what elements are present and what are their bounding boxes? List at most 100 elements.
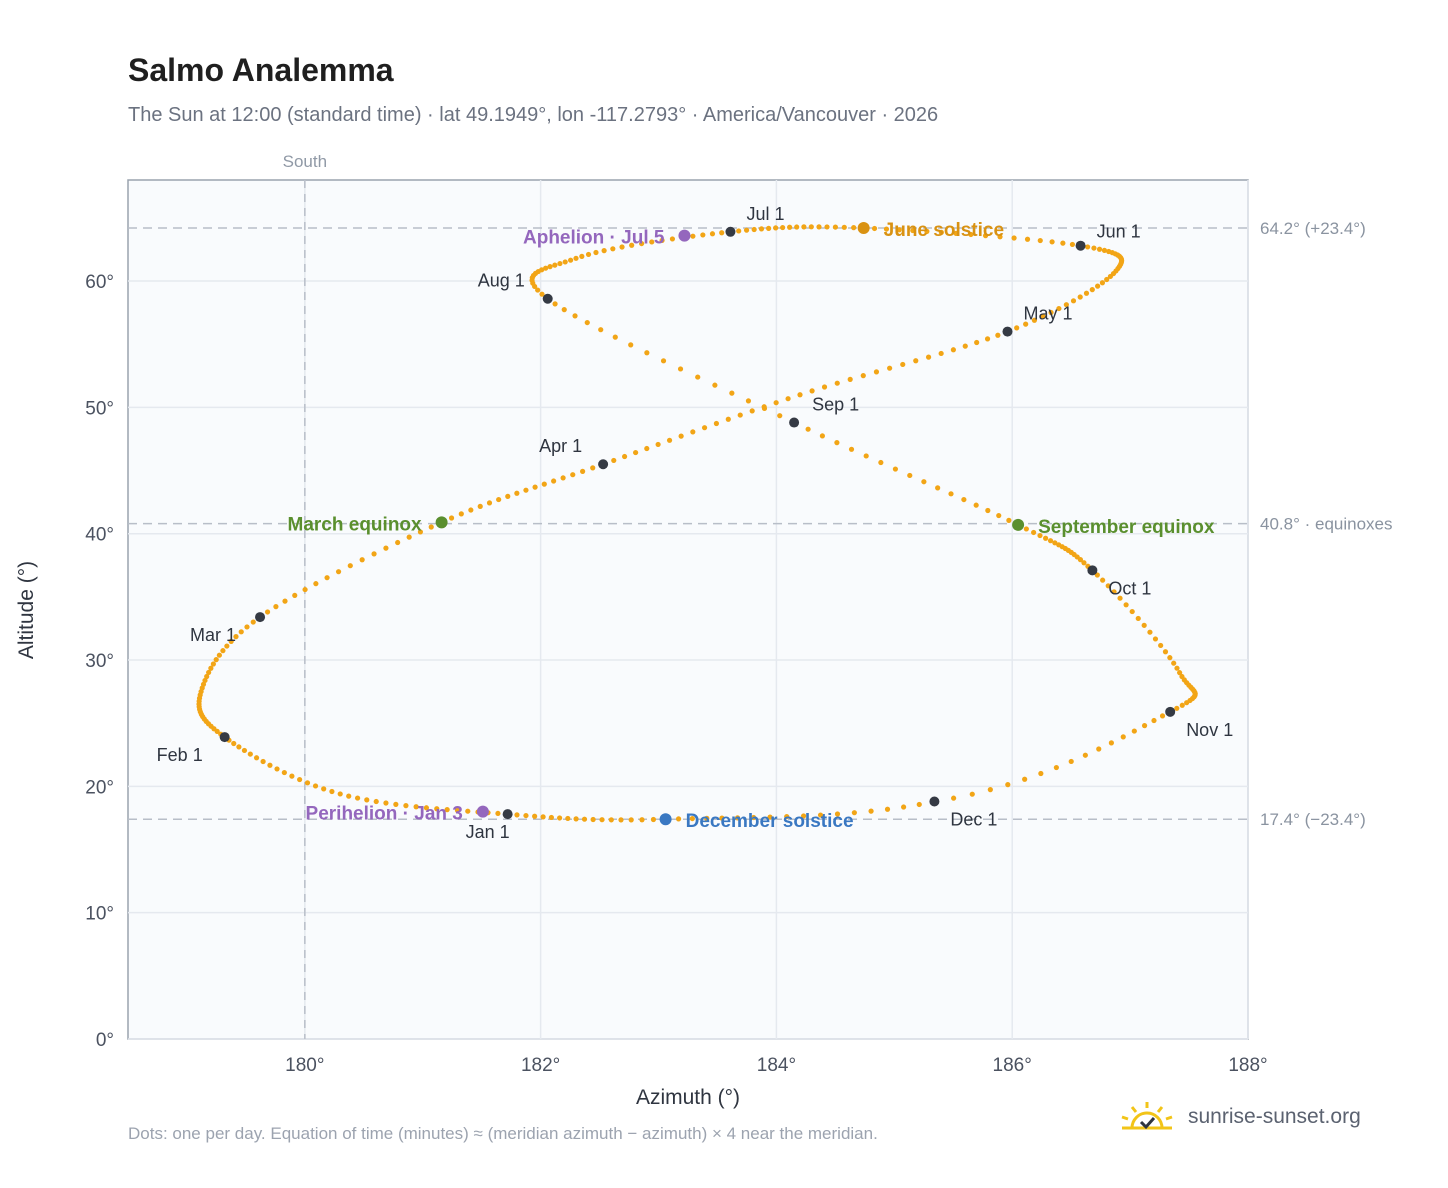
x-tick-label: 184° [757,1055,796,1076]
analemma-day-dot [1006,517,1012,523]
analemma-day-dot [1040,313,1046,319]
analemma-day-dot [238,629,244,635]
analemma-day-dot [598,327,604,333]
analemma-day-dot [985,507,991,514]
analemma-day-dot [1014,325,1020,331]
analemma-day-dot [329,788,335,795]
analemma-day-dot [868,808,874,814]
analemma-day-dot [1077,294,1083,300]
equinox-marker [435,516,448,529]
analemma-day-dot [751,226,757,233]
y-tick-label: 30° [85,651,114,672]
analemma-day-dot [809,388,815,394]
analemma-day-dot [1043,535,1049,541]
analemma-day-dot [541,481,547,487]
analemma-day-dot [612,334,618,340]
analemma-day-dot [948,491,954,497]
analemma-day-dot [921,479,927,485]
analemma-day-dot [572,313,578,319]
analemma-day-dot [423,805,430,811]
analemma-day-dot [608,817,614,823]
analemma-day-dot [884,806,891,812]
analemma-day-dot [925,354,932,360]
analemma-day-dot [794,224,800,230]
analemma-day-dot [289,773,295,779]
equinox-label: September equinox [1038,517,1215,538]
analemma-day-dot [543,265,549,271]
analemma-day-dot [1151,717,1157,724]
month-marker [725,226,736,237]
analemma-day-dot [1095,283,1101,289]
analemma-day-dot [1047,538,1054,544]
analemma-day-dot [216,652,222,658]
x-tick-label: 186° [993,1055,1032,1076]
analemma-day-dot [233,634,239,640]
analemma-day-dot [834,811,841,817]
apsis-marker [476,805,489,818]
x-tick-label: 180° [285,1055,324,1076]
apsis-label: Perihelion · Jan 3 [306,804,463,825]
brand-link[interactable]: sunrise-sunset.org [1118,1100,1361,1134]
analemma-day-dot [1123,602,1129,608]
analemma-day-dot [700,232,706,238]
analemma-day-dot [204,673,210,680]
analemma-day-dot [669,236,676,242]
analemma-day-dot [1174,665,1180,671]
analemma-day-dot [973,502,979,508]
analemma-day-dot [628,342,634,348]
analemma-day-dot [551,478,557,484]
analemma-day-dot [709,231,716,237]
analemma-day-dot [584,319,590,326]
y-tick-label: 0° [96,1030,114,1051]
analemma-day-dot [505,493,511,499]
analemma-day-dot [1104,276,1110,283]
month-marker [502,809,513,820]
analemma-day-dot [403,803,409,809]
chart-subtitle: The Sun at 12:00 (standard time) · lat 4… [128,104,939,126]
analemma-day-dot [1099,280,1106,286]
analemma-day-dot [1023,321,1029,327]
analemma-day-dot [719,230,725,236]
analemma-day-dot [749,408,755,414]
analemma-day-dot [1083,290,1090,296]
analemma-day-dot [863,453,869,459]
analemma-day-dot [650,816,657,823]
analemma-day-dot [704,815,710,821]
analemma-day-dot [847,376,853,383]
analemma-day-dot [736,228,742,234]
june-solstice-label: June solstice [884,220,1004,241]
analemma-day-dot [1068,758,1074,765]
analemma-day-dot [1085,244,1091,250]
month-marker-label: Apr 1 [539,436,582,456]
analemma-day-dot [712,382,718,388]
analemma-day-dot [675,816,682,822]
analemma-day-dot [523,812,529,819]
analemma-day-dot [468,507,474,513]
analemma-day-dot [395,539,401,546]
footnote: Dots: one per day. Equation of time (min… [128,1124,878,1143]
analemma-day-dot [1131,728,1137,734]
x-axis-label: Azimuth (°) [636,1086,740,1109]
analemma-day-dot [297,776,303,783]
analemma-day-dot [883,226,890,232]
analemma-day-dot [393,801,399,807]
analemma-day-dot [743,227,750,233]
analemma-day-dot [267,762,273,768]
analemma-day-dot [244,624,250,630]
analemma-day-dot [552,301,558,307]
analemma-day-dot [565,815,571,822]
analemma-day-dot [477,503,483,509]
analemma-day-dot [785,396,791,402]
analemma-day-dot [1158,642,1164,649]
analemma-day-dot [312,783,319,789]
analemma-day-dot [548,814,554,821]
analemma-day-dot [1120,734,1126,740]
analemma-day-dot [585,251,592,258]
june-solstice-marker [857,222,870,235]
analemma-day-dot [573,816,579,822]
analemma-day-dot [282,598,288,604]
analemma-day-dot [1100,577,1106,583]
analemma-day-dot [629,242,635,248]
month-marker [1075,240,1086,251]
analemma-day-dot [228,638,234,644]
